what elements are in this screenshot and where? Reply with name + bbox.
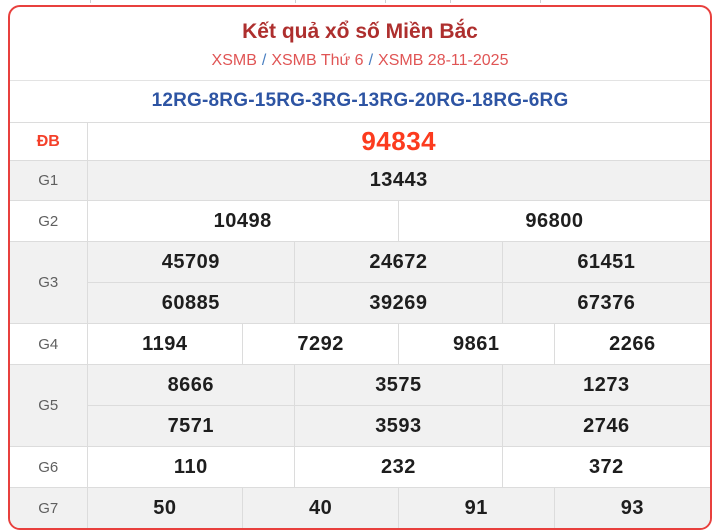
prize-row-ĐB: ĐB 94834 — [10, 122, 710, 161]
breadcrumb-link[interactable]: XSMB — [211, 52, 257, 69]
prize-row-G3: 60885 39269 67376 — [10, 282, 710, 324]
prize-number: 372 — [501, 446, 710, 488]
prize-number: 96800 — [397, 200, 710, 242]
prize-label: G1 — [10, 160, 87, 201]
prize-number: 67376 — [501, 282, 710, 324]
prize-number: 2266 — [553, 323, 710, 365]
prize-number: 40 — [242, 487, 399, 528]
prize-number: 1194 — [86, 323, 243, 365]
prize-row-G3: G3 45709 24672 61451 — [10, 241, 710, 324]
prize-row-G2: G2 10498 96800 — [10, 200, 710, 242]
prize-label: G7 — [10, 487, 87, 528]
page-title: Kết quả xổ số Miền Bắc — [242, 20, 478, 43]
prize-number: 3575 — [294, 364, 503, 406]
prize-label: G3 — [10, 241, 87, 324]
prize-number: 13443 — [86, 160, 710, 201]
prize-number: 7571 — [86, 405, 295, 447]
prize-number: 45709 — [86, 241, 295, 283]
breadcrumb-separator: / — [368, 52, 374, 69]
prize-number: 91 — [397, 487, 555, 528]
prize-number: 9861 — [397, 323, 555, 365]
breadcrumb-link[interactable]: XSMB 28-11-2025 — [378, 52, 509, 69]
prize-number: 2746 — [501, 405, 710, 447]
prize-number: 8666 — [86, 364, 295, 406]
prize-label: G4 — [10, 323, 87, 365]
results-table: ĐB 94834 G1 13443 G2 10498 96800 G3 45709 24672 61… — [10, 122, 710, 528]
lottery-result-card: Kết quả xổ số Miền Bắc XSMB / XSMB Thứ 6/X… — [8, 5, 712, 530]
prize-number: 3593 — [294, 405, 503, 447]
prize-number: 61451 — [501, 241, 710, 283]
prize-number: 24672 — [294, 241, 503, 283]
prize-number: 39269 — [294, 282, 503, 324]
lottery-code-line: 12RG-8RG-15RG-3RG-13RG-20RG-18RG-6RG — [10, 80, 710, 122]
prize-number: 93 — [553, 487, 710, 528]
cropped-table-remnant-lines — [0, 0, 720, 3]
prize-label: G2 — [10, 200, 87, 242]
prize-row-G5: G5 8666 3575 1273 — [10, 364, 710, 447]
prize-number: 60885 — [86, 282, 295, 324]
prize-label: G6 — [10, 446, 87, 488]
breadcrumb-separator: / — [261, 52, 267, 69]
breadcrumb-link[interactable]: XSMB Thứ 6 — [271, 52, 364, 69]
prize-label: G5 — [10, 364, 87, 447]
prize-row-G7: G7 50 40 91 93 — [10, 487, 710, 528]
prize-row-G5: 7571 3593 2746 — [10, 405, 710, 447]
prize-label: ĐB — [10, 122, 87, 161]
breadcrumb: XSMB / XSMB Thứ 6/XSMB 28-11-2025 — [10, 50, 710, 71]
prize-row-G6: G6 110 232 372 — [10, 446, 710, 488]
prize-row-G4: G4 1194 7292 9861 2266 — [10, 323, 710, 365]
result-header: Kết quả xổ số Miền Bắc XSMB / XSMB Thứ 6/X… — [10, 7, 710, 80]
prize-number: 10498 — [86, 200, 399, 242]
prize-number: 50 — [86, 487, 243, 528]
prize-number: 232 — [294, 446, 503, 488]
prize-number: 110 — [86, 446, 295, 488]
prize-number: 7292 — [242, 323, 399, 365]
prize-row-G1: G1 13443 — [10, 160, 710, 201]
prize-number: 1273 — [501, 364, 710, 406]
prize-number: 94834 — [86, 122, 710, 161]
